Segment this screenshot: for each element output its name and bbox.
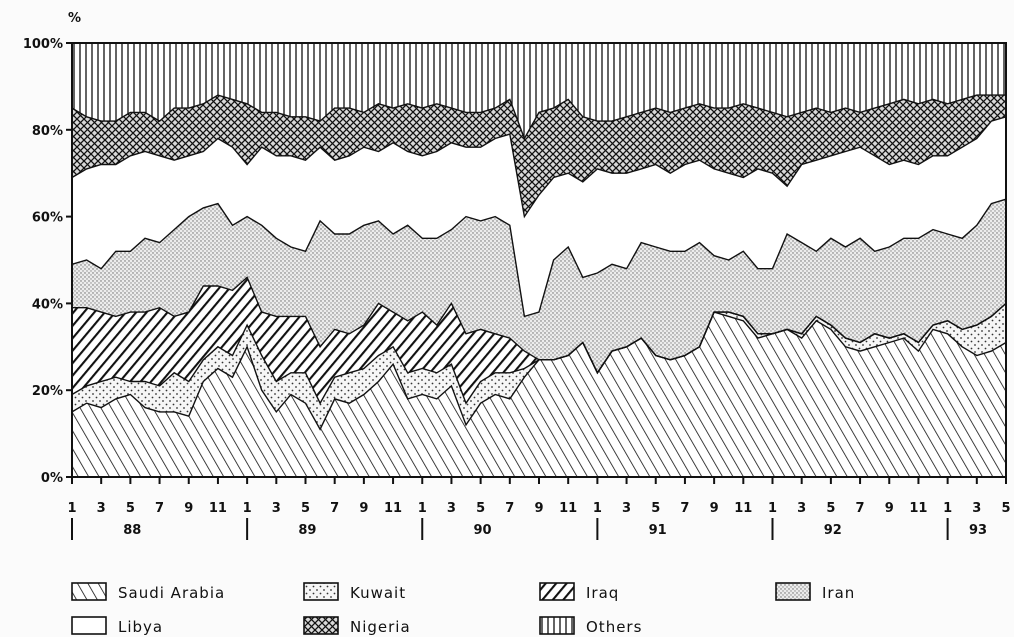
x-tick-label: 3 (622, 501, 631, 516)
legend-label: Others (586, 618, 642, 636)
legend-swatch (71, 582, 107, 601)
x-tick-label: 7 (680, 501, 689, 516)
legend-item-kuwait: Kuwait (303, 582, 406, 602)
x-axis: 1 3 5 7 9 11 1 3 5 7 9 11 1 3 5 7 9 11 1 3 5 7 9 11 1 3 5 7 9 11 1 3 5 (67, 477, 1011, 516)
x-tick-label: 1 (418, 501, 427, 516)
x-tick-label: 5 (1001, 501, 1010, 516)
legend-label: Nigeria (350, 618, 411, 636)
boundary-iraq (72, 276, 1007, 375)
x-tick-label: 9 (885, 501, 894, 516)
year-label: 90 (473, 523, 491, 538)
legend-item-nigeria: Nigeria (303, 616, 411, 636)
legend-swatch (303, 616, 339, 635)
y-tick-label: 100% (23, 37, 63, 52)
x-tick-label: 9 (534, 501, 543, 516)
x-tick-label: 9 (359, 501, 368, 516)
area-nigeria (72, 95, 1006, 217)
x-tick-label: 7 (856, 501, 865, 516)
legend-label: Libya (118, 618, 163, 636)
area-iraq (72, 277, 1006, 404)
x-tick-label: 3 (272, 501, 281, 516)
x-tick-label: 1 (593, 501, 602, 516)
x-tick-label: 7 (505, 501, 514, 516)
boundary-iran (71, 198, 1007, 318)
x-tick-label: 3 (447, 501, 456, 516)
x-tick-label: 11 (209, 501, 227, 516)
year-label: 88 (123, 523, 141, 538)
legend-label: Iraq (586, 584, 619, 602)
boundary-nigeria (71, 94, 1006, 141)
y-tick-label: 40% (32, 297, 63, 312)
area-kuwait (72, 303, 1006, 430)
legend: Saudi Arabia Kuwait Iraq Iran Libya Nigeria Ot… (71, 582, 855, 636)
x-tick-label: 1 (768, 501, 777, 516)
legend-label: Iran (822, 584, 855, 602)
x-tick-label: 1 (67, 501, 76, 516)
area-saudi-arabia (72, 312, 1006, 477)
legend-label: Kuwait (350, 584, 406, 602)
boundary-libya (71, 116, 1007, 219)
x-tick-label: 7 (330, 501, 339, 516)
legend-item-saudi-arabia: Saudi Arabia (71, 582, 225, 602)
x-tick-label: 9 (184, 501, 193, 516)
x-tick-label: 11 (384, 501, 402, 516)
year-label: 89 (298, 523, 316, 538)
year-label: 93 (969, 523, 987, 538)
y-axis: 0% 20% 40% 60% 80% 100% (23, 37, 72, 486)
legend-swatch (539, 582, 575, 601)
legend-swatch (71, 616, 107, 635)
legend-label: Saudi Arabia (118, 584, 225, 602)
boundary-lines (71, 94, 1007, 431)
y-unit-label: % (68, 11, 81, 26)
area-iran (72, 199, 1006, 373)
legend-item-iraq: Iraq (539, 582, 619, 602)
x-tick-label: 3 (797, 501, 806, 516)
year-label: 91 (649, 523, 667, 538)
stacked-areas (72, 43, 1006, 477)
x-tick-label: 5 (301, 501, 310, 516)
x-tick-label: 5 (476, 501, 485, 516)
x-tick-label: 3 (97, 501, 106, 516)
legend-item-others: Others (539, 616, 642, 636)
legend-swatch (303, 582, 339, 601)
x-tick-label: 11 (559, 501, 577, 516)
area-others (72, 43, 1006, 139)
year-axis: 88 89 90 91 92 93 (71, 518, 987, 540)
x-tick-label: 7 (155, 501, 164, 516)
x-tick-label: 1 (243, 501, 252, 516)
y-tick-label: 0% (41, 471, 63, 486)
x-tick-label: 5 (826, 501, 835, 516)
x-tick-label: 5 (126, 501, 135, 516)
x-tick-label: 9 (710, 501, 719, 516)
legend-item-libya: Libya (71, 616, 163, 636)
y-tick-label: 60% (32, 211, 63, 226)
y-tick-label: 80% (32, 124, 63, 139)
x-tick-label: 5 (651, 501, 660, 516)
legend-swatch (775, 582, 811, 601)
x-tick-label: 3 (972, 501, 981, 516)
legend-item-iran: Iran (775, 582, 855, 602)
area-libya (72, 116, 1006, 317)
x-tick-label: 1 (943, 501, 952, 516)
y-tick-label: 20% (32, 384, 63, 399)
legend-swatch (539, 616, 575, 635)
x-tick-label: 11 (734, 501, 752, 516)
year-label: 92 (824, 523, 842, 538)
x-tick-label: 11 (909, 501, 927, 516)
